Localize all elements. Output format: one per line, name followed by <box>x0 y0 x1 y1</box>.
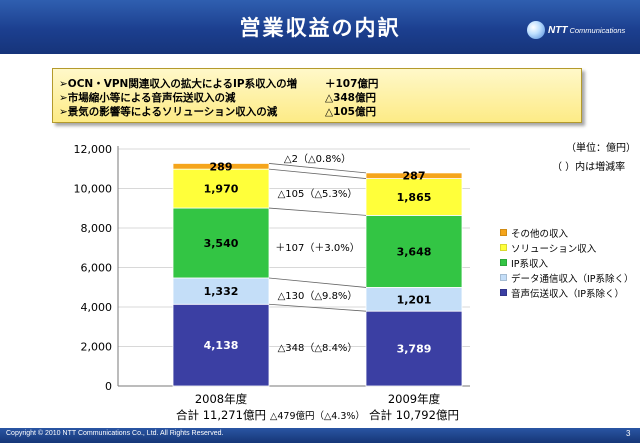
legend-label: データ通信収入（IP系除く） <box>511 273 634 285</box>
bar-segment <box>365 172 463 179</box>
bar-value-label: 1,865 <box>397 191 432 204</box>
page-title: 営業収益の内訳 <box>239 16 401 40</box>
page-number: 3 <box>626 429 631 438</box>
change-annotation: ＋107（＋3.0%） <box>275 242 360 254</box>
bar-segment <box>172 168 270 209</box>
legend-swatch <box>500 274 507 281</box>
note-value: ＋107億円 <box>325 78 379 90</box>
connector-line <box>268 163 367 174</box>
bar-value-label: 4,138 <box>204 339 239 352</box>
bar-value-label: 3,789 <box>397 343 432 356</box>
total-label: 合計 10,792億円 <box>369 408 459 422</box>
change-annotation: △130（△9.8%） <box>278 290 358 302</box>
bar-segment <box>172 163 270 170</box>
legend-label: ソリューション収入 <box>511 243 597 255</box>
y-tick-label: 8,000 <box>81 222 113 235</box>
total-label: 合計 11,271億円 <box>176 408 266 422</box>
change-annotation: △105（△5.3%） <box>278 188 358 200</box>
brand: NTT Communications <box>527 21 625 39</box>
y-tick-label: 6,000 <box>81 262 113 275</box>
bar-value-label: 1,332 <box>204 285 239 298</box>
summary-note-box: ➢OCN・VPN関連収入の拡大によるIP系収入の増 ＋107億円 ➢市場縮小等に… <box>52 68 582 123</box>
chart-legend: その他の収入ソリューション収入 IP系収入データ通信収入（IP系除く） 音声伝送収入… <box>500 225 634 300</box>
x-category-label: 2008年度 <box>195 392 248 406</box>
bar-segment <box>365 178 463 216</box>
note-value: △105億円 <box>325 106 376 118</box>
legend-swatch <box>500 259 507 266</box>
bar-value-label: 1,970 <box>204 183 239 196</box>
legend-label: 音声伝送収入（IP系除く） <box>511 288 625 300</box>
legend-swatch <box>500 289 507 296</box>
legend-item: データ通信収入（IP系除く） <box>500 270 634 285</box>
bar-segment <box>172 207 270 279</box>
legend-swatch <box>500 229 507 236</box>
change-annotation: △2（△0.8%） <box>284 153 351 165</box>
y-tick-label: 12,000 <box>74 143 113 156</box>
legend-item: その他の収入 <box>500 225 634 240</box>
note-text: ➢OCN・VPN関連収入の拡大によるIP系収入の増 <box>59 78 298 90</box>
bar-segment <box>172 303 270 387</box>
total-change-label: △479億円（△4.3%） <box>270 410 365 422</box>
bar-segment <box>365 214 463 288</box>
footer-band: Copyright © 2010 NTT Communications Co.,… <box>0 428 640 443</box>
y-tick-label: 4,000 <box>81 301 113 314</box>
brand-communications: Communications <box>569 25 626 35</box>
bar-value-label: 289 <box>210 160 233 173</box>
copyright-text: Copyright © 2010 NTT Communications Co.,… <box>6 430 224 437</box>
legend-swatch <box>500 244 507 251</box>
bar-value-label: 287 <box>403 170 426 183</box>
connector-line <box>268 303 367 312</box>
note-text: ➢景気の影響等によるソリューション収入の減 <box>59 106 278 118</box>
header-band: 営業収益の内訳 NTT Communications <box>0 0 640 54</box>
connector-line <box>268 168 367 179</box>
connector-line <box>268 207 367 216</box>
legend-item: IP系収入 <box>500 255 634 270</box>
bar-segment <box>365 310 463 387</box>
unit-label: （単位：億円） <box>566 143 636 154</box>
legend-label: IP系収入 <box>511 258 549 270</box>
note-text: ➢市場縮小等による音声伝送収入の減 <box>59 92 236 104</box>
legend-item: ソリューション収入 <box>500 240 634 255</box>
change-annotation: △348（△8.4%） <box>278 342 358 354</box>
brand-ntt: NTT <box>548 24 568 36</box>
bar-value-label: 3,648 <box>397 245 432 258</box>
note-value: △348億円 <box>325 92 376 104</box>
paren-note: （ ）内は増減率 <box>552 162 626 173</box>
y-tick-label: 10,000 <box>74 183 113 196</box>
connector-line <box>268 277 367 288</box>
legend-item: 音声伝送収入（IP系除く） <box>500 285 634 300</box>
ntt-logo-icon <box>527 21 545 39</box>
bar-value-label: 3,540 <box>204 237 239 250</box>
x-category-label: 2009年度 <box>388 392 441 406</box>
y-tick-label: 0 <box>105 380 112 393</box>
bar-value-label: 1,201 <box>397 293 432 306</box>
y-tick-label: 2,000 <box>81 341 113 354</box>
legend-label: その他の収入 <box>511 228 569 240</box>
